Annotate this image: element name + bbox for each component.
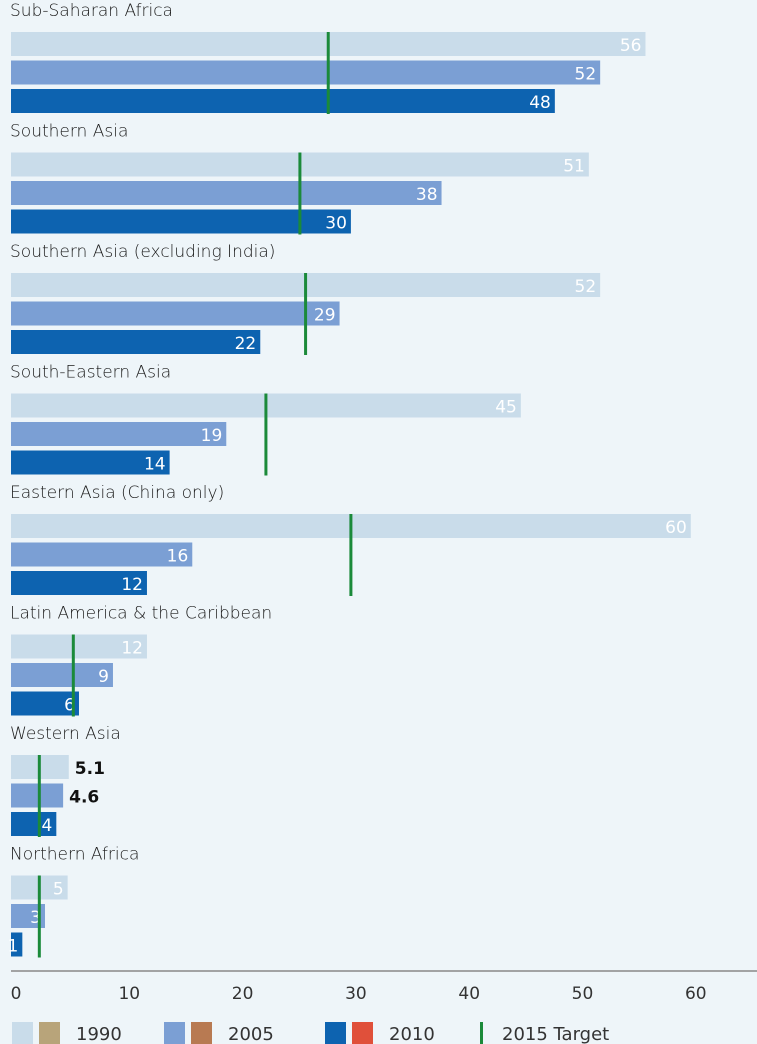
bar-2010 [11, 571, 147, 595]
bar-2005 [11, 422, 227, 446]
bar-2005 [11, 542, 193, 567]
legend-label: 2010 [389, 1024, 435, 1044]
region-label: Northern Africa [10, 845, 139, 865]
value-label: 56 [620, 36, 642, 56]
legend-swatch [480, 1022, 483, 1044]
value-label: 3 [30, 908, 41, 928]
bar-2010 [11, 89, 555, 113]
x-tick-label: 0 [11, 984, 22, 1004]
bar-2010 [11, 330, 261, 354]
value-label: 12 [121, 639, 143, 659]
value-label: 52 [575, 277, 597, 297]
x-tick-label: 60 [685, 984, 707, 1004]
region-label: Southern Asia (excluding India) [10, 242, 275, 262]
bar-2005 [11, 301, 340, 326]
value-label: 1 [8, 937, 19, 957]
legend-swatch [164, 1022, 185, 1044]
bar-2010 [11, 691, 79, 716]
value-label: 30 [325, 214, 347, 234]
value-label: 52 [575, 65, 597, 85]
value-label: 19 [201, 426, 223, 446]
value-label: 5 [53, 880, 64, 900]
region-label: Sub-Saharan Africa [10, 1, 173, 21]
bar-2010 [11, 450, 170, 475]
x-tick-label: 20 [232, 984, 254, 1004]
value-label: 60 [665, 518, 687, 538]
value-label: 38 [416, 185, 438, 205]
value-label: 29 [314, 306, 336, 326]
value-label: 4.6 [69, 788, 99, 808]
value-label: 12 [121, 575, 143, 595]
value-label: 5.1 [75, 759, 105, 779]
value-label: 6 [64, 696, 75, 716]
region-label: Western Asia [10, 724, 121, 744]
value-label: 22 [235, 334, 257, 354]
value-label: 16 [167, 547, 189, 567]
value-label: 14 [144, 455, 166, 475]
bar-2010 [11, 812, 57, 836]
legend-label: 2005 [228, 1024, 274, 1044]
x-tick-label: 40 [458, 984, 480, 1004]
legend-swatch [325, 1022, 346, 1044]
bar-2005 [11, 181, 442, 205]
bar-2010 [11, 209, 351, 234]
bar-2010 [11, 932, 23, 957]
x-tick-label: 30 [345, 984, 367, 1004]
value-label: 48 [529, 93, 551, 113]
bar-2005 [11, 663, 113, 687]
x-tick-label: 50 [572, 984, 594, 1004]
bar-2005 [11, 60, 601, 85]
legend-swatch [12, 1022, 33, 1044]
value-label: 51 [563, 157, 585, 177]
legend-label: 2015 Target [502, 1024, 609, 1044]
bar-1990 [11, 634, 147, 659]
region-label: Eastern Asia (China only) [10, 483, 224, 503]
value-label: 9 [98, 667, 109, 687]
region-label: Southern Asia [10, 122, 128, 142]
bar-2005 [11, 783, 64, 808]
x-tick-label: 10 [118, 984, 140, 1004]
legend-swatch [352, 1022, 373, 1044]
region-label: South-Eastern Asia [10, 363, 171, 383]
value-label: 45 [495, 398, 517, 418]
legend-label: 1990 [76, 1024, 122, 1044]
legend-swatch [191, 1022, 212, 1044]
legend-swatch [39, 1022, 60, 1044]
region-label: Latin America & the Caribbean [10, 604, 272, 624]
value-label: 4 [41, 816, 52, 836]
